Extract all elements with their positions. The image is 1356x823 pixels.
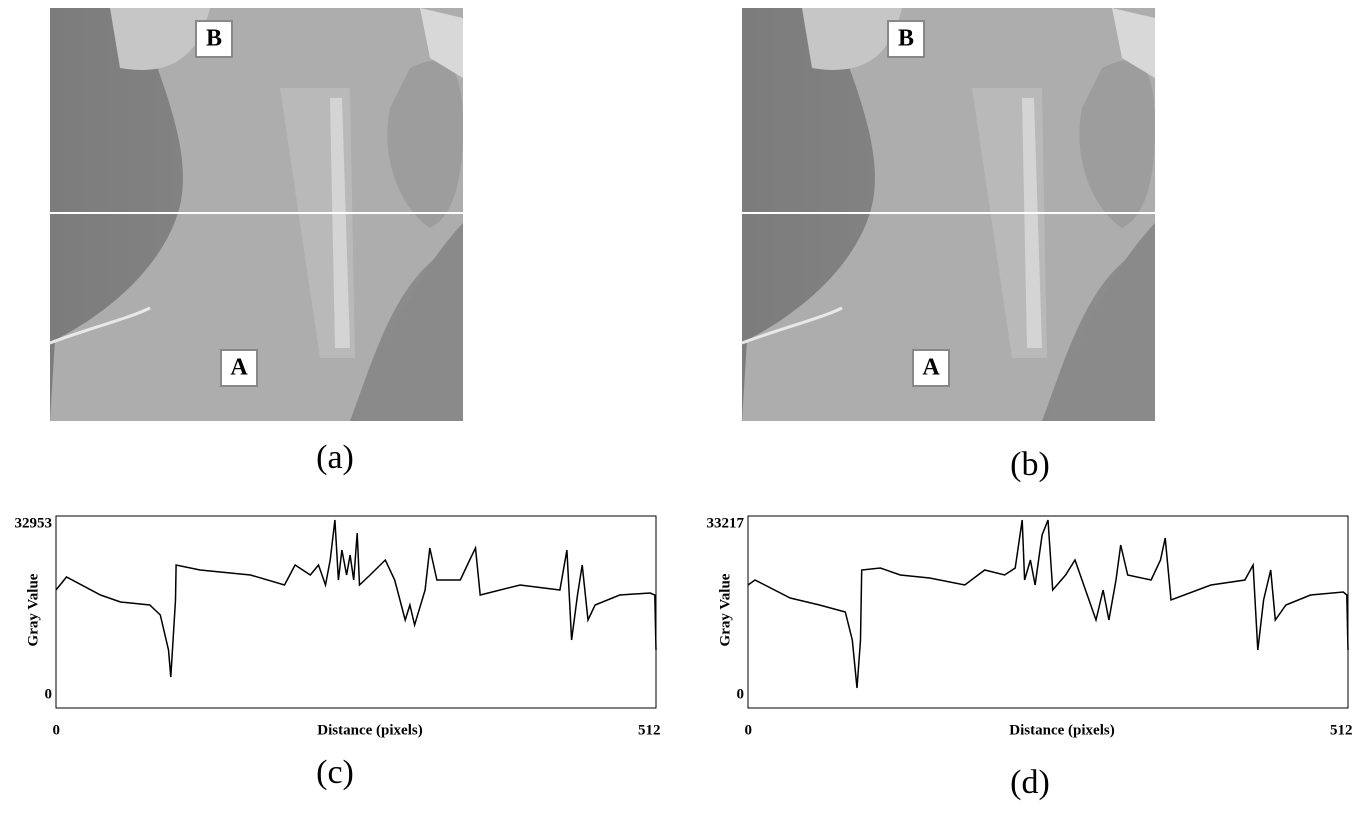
- image-b: B A: [740, 6, 1157, 423]
- x-axis-label: Distance (pixels): [317, 722, 422, 738]
- image-label: A: [922, 355, 940, 381]
- image-label: B: [206, 26, 222, 52]
- y-tick-label: 0: [45, 686, 53, 702]
- profile-line: [747, 519, 1349, 689]
- image-a: B A: [48, 6, 465, 423]
- x-tick-label: 0: [53, 722, 61, 738]
- y-tick-label: 0: [737, 686, 745, 702]
- x-tick-label: 512: [638, 722, 661, 738]
- x-tick-label: 512: [1330, 722, 1353, 738]
- x-tick-label: 0: [745, 722, 753, 738]
- caption: (b): [1010, 446, 1050, 483]
- image-label: A: [230, 355, 248, 381]
- y-tick-label: 32953: [15, 515, 53, 531]
- plot-frame: [55, 515, 657, 709]
- y-axis-label: Gray Value: [717, 573, 733, 646]
- profile-line: [55, 519, 657, 678]
- caption: (c): [316, 754, 354, 791]
- y-tick-label: 33217: [707, 515, 745, 531]
- image-label: B: [898, 26, 914, 52]
- y-axis-label: Gray Value: [25, 573, 41, 646]
- x-axis-label: Distance (pixels): [1009, 722, 1114, 738]
- caption: (a): [316, 439, 354, 476]
- caption: (d): [1010, 764, 1050, 801]
- plot-frame: [747, 515, 1349, 709]
